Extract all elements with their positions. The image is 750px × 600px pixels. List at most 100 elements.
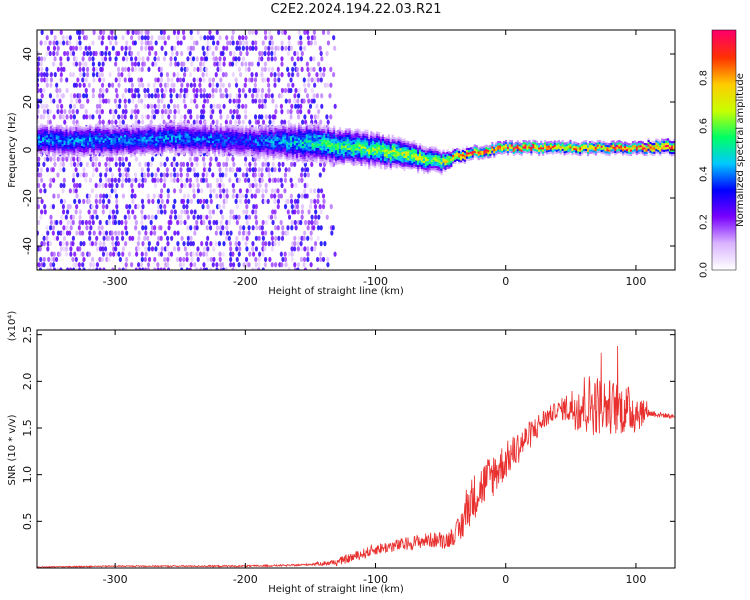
noise-cell: [264, 45, 268, 51]
noise-cell: [213, 61, 217, 67]
signal-cell: [81, 145, 84, 149]
noise-cell: [257, 262, 261, 268]
signal-cell: [309, 159, 312, 162]
signal-cell: [274, 132, 277, 135]
signal-cell: [331, 156, 334, 159]
signal-cell: [381, 156, 385, 159]
signal-cell: [215, 149, 219, 152]
noise-cell: [126, 209, 131, 215]
signal-cell: [313, 127, 316, 130]
signal-cell: [213, 130, 217, 133]
signal-cell: [278, 155, 281, 158]
signal-cell: [139, 132, 142, 135]
noise-cell: [242, 209, 246, 215]
signal-cell: [178, 142, 181, 145]
signal-cell: [86, 144, 90, 148]
noise-cell: [254, 267, 258, 270]
signal-cell: [364, 159, 367, 162]
noise-cell: [177, 109, 181, 115]
signal-cell: [266, 148, 269, 151]
signal-cell: [225, 128, 228, 131]
noise-cell: [218, 188, 223, 194]
noise-cell: [258, 98, 262, 104]
signal-cell: [301, 156, 305, 159]
noise-cell: [192, 87, 196, 94]
signal-cell: [184, 144, 187, 147]
noise-cell: [114, 61, 118, 67]
noise-cell: [160, 87, 164, 94]
signal-cell: [196, 145, 199, 148]
noise-cell: [110, 119, 114, 125]
signal-cell: [372, 162, 375, 165]
signal-cell: [286, 132, 289, 136]
noise-cell: [261, 219, 265, 226]
signal-cell: [356, 135, 359, 138]
signal-cell: [169, 144, 172, 147]
signal-cell: [141, 126, 144, 129]
signal-cell: [118, 135, 121, 138]
signal-cell: [170, 129, 174, 132]
noise-cell: [188, 109, 193, 115]
signal-cell: [126, 124, 129, 127]
signal-cell: [374, 154, 377, 158]
noise-cell: [42, 72, 46, 78]
signal-cell: [278, 139, 281, 143]
signal-cell: [196, 138, 199, 141]
signal-cell: [356, 163, 359, 166]
signal-cell: [202, 140, 205, 143]
signal-cell: [241, 125, 244, 128]
signal-cell: [112, 138, 115, 141]
signal-cell: [190, 138, 193, 142]
noise-cell: [309, 56, 313, 62]
signal-cell: [141, 134, 144, 138]
signal-cell: [315, 145, 318, 148]
signal-cell: [69, 134, 72, 137]
noise-cell: [190, 209, 194, 215]
signal-cell: [335, 150, 338, 153]
signal-cell: [335, 156, 338, 159]
noise-cell: [260, 225, 264, 231]
signal-cell: [178, 133, 181, 136]
noise-cell: [188, 72, 193, 78]
signal-cell: [126, 147, 129, 151]
signal-cell: [86, 127, 90, 130]
noise-cell: [78, 61, 82, 67]
noise-cell: [39, 40, 43, 46]
signal-cell: [73, 152, 76, 155]
signal-cell: [213, 150, 217, 153]
signal-cell: [297, 150, 301, 154]
noise-cell: [333, 251, 337, 257]
signal-cell: [155, 128, 158, 131]
noise-cell: [300, 214, 304, 220]
signal-cell: [40, 153, 43, 156]
signal-cell: [243, 127, 246, 130]
noise-cell: [123, 103, 128, 109]
signal-cell: [366, 142, 369, 145]
noise-cell: [318, 204, 322, 210]
signal-cell: [186, 122, 189, 126]
signal-cell: [133, 135, 137, 138]
noise-cell: [260, 177, 264, 183]
signal-cell: [295, 160, 299, 163]
noise-cell: [165, 246, 170, 252]
signal-cell: [126, 145, 129, 148]
signal-cell: [241, 134, 244, 137]
signal-cell: [368, 143, 371, 146]
signal-cell: [86, 129, 90, 133]
noise-cell: [146, 235, 150, 241]
signal-cell: [178, 148, 181, 151]
noise-cell: [302, 45, 307, 51]
noise-cell: [250, 77, 254, 83]
noise-cell: [104, 230, 109, 236]
signal-cell: [211, 127, 215, 131]
signal-cell: [83, 129, 86, 132]
signal-cell: [227, 145, 230, 148]
noise-cell: [118, 98, 122, 104]
noise-cell: [199, 66, 203, 72]
noise-cell: [118, 156, 122, 162]
noise-cell: [92, 66, 96, 72]
noise-cell: [126, 167, 130, 173]
noise-cell: [64, 251, 69, 257]
signal-cell: [297, 122, 301, 125]
signal-cell: [274, 147, 277, 150]
